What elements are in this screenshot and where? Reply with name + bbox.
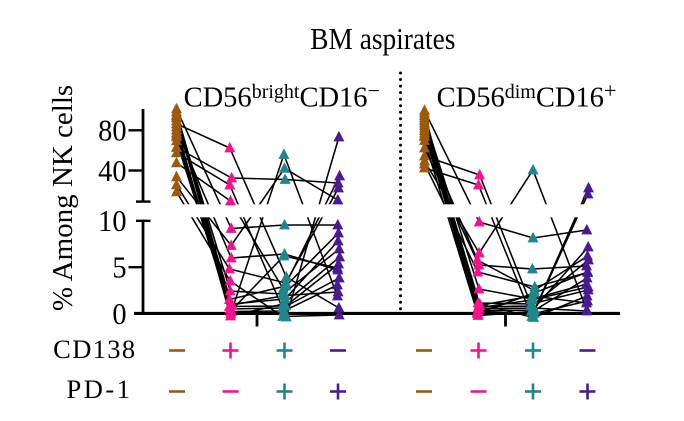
svg-text:0: 0 [112,298,126,331]
svg-text:10: 10 [98,205,126,238]
svg-text:PD-1: PD-1 [67,374,133,404]
svg-text:5: 5 [112,252,126,285]
svg-text:BM aspirates: BM aspirates [310,22,455,56]
svg-text:40: 40 [98,155,126,188]
svg-text:% Among NK cells: % Among NK cells [47,85,79,311]
svg-text:CD138: CD138 [53,334,136,364]
svg-text:80: 80 [98,115,126,148]
